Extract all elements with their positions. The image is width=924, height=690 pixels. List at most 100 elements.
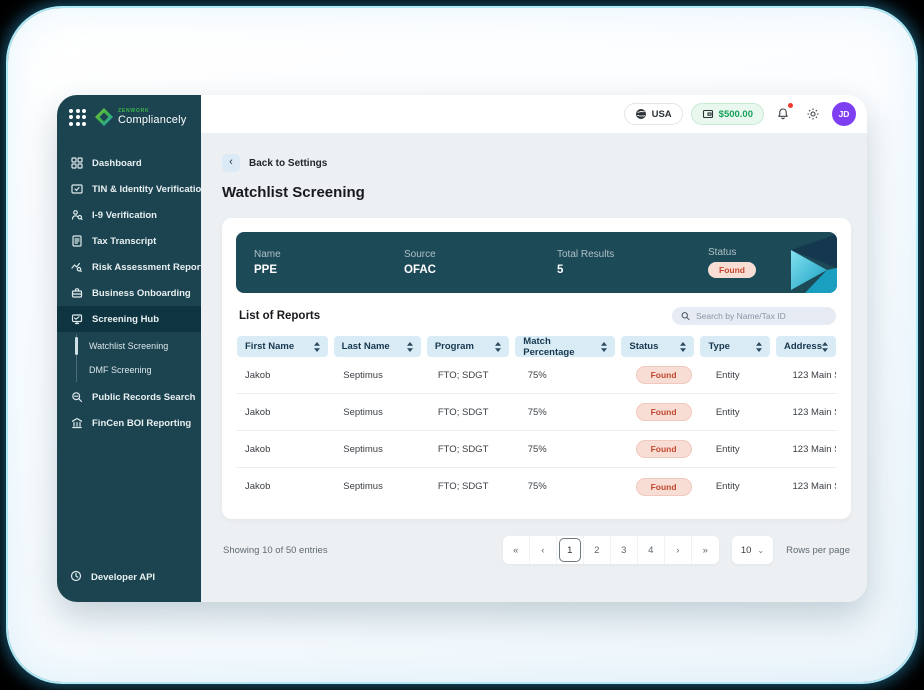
sidebar-item-public-records-search[interactable]: Public Records Search [57,384,201,410]
topbar: USA $500.00 JD [201,95,867,133]
notifications-button[interactable] [772,103,794,125]
rows-per-page-select[interactable]: 10 ⌄ [731,536,774,564]
pagination-page-1[interactable]: 1 [557,536,584,564]
sidebar-item-label: I-9 Verification [92,209,157,221]
page-title: Watchlist Screening [222,184,365,201]
tin-identity-icon [70,183,83,195]
summary-status: Status Found [708,247,756,278]
avatar-initials: JD [838,109,850,119]
cell-program: FTO; SDGT [437,406,489,418]
sidebar-item-business-onboarding[interactable]: Business Onboarding [57,280,201,306]
summary-source: Source OFAC [404,249,557,276]
list-header-row: List of Reports [239,307,836,325]
column-header-last-name[interactable]: Last Name [333,336,421,357]
sidebar-item-screening-hub[interactable]: Screening Hub [57,306,201,332]
cell-match: 75% [527,406,547,418]
cell-last-name: Septimus [343,481,383,492]
cell-last-name: Septimus [343,406,383,418]
sidebar-item-tin-identity[interactable]: TIN & Identity Verification [57,176,207,202]
table-row[interactable]: Jakob Septimus FTO; SDGT 75% Found Entit… [236,468,837,505]
sidebar-item-risk-assessment[interactable]: Risk Assessment Reports [57,254,209,280]
column-header-status[interactable]: Status [621,336,695,357]
sidebar-item-label: TIN & Identity Verification [92,183,208,195]
column-header-program[interactable]: Program [426,336,510,357]
sidebar-item-fincen-boi-reporting[interactable]: FinCen BOI Reporting [57,410,201,436]
list-title: List of Reports [239,310,321,322]
chevron-down-icon: ⌄ [757,545,765,555]
app-window: ZENWORK Compliancely Dashboard TIN & Ide… [57,95,867,602]
column-header-type[interactable]: Type [700,336,770,357]
pagination-page-3[interactable]: 3 [611,536,638,564]
table-row[interactable]: Jakob Septimus FTO; SDGT 75% Found Entit… [236,431,837,468]
cell-program: FTO; SDGT [437,481,489,492]
globe-icon [635,109,646,119]
pagination-prev-button[interactable]: ‹ [530,536,557,564]
notification-dot [788,103,793,108]
cell-program: FTO; SDGT [437,369,489,381]
pagination-page-4[interactable]: 4 [638,536,665,564]
public-records-search-icon [70,391,83,403]
summary-value: PPE [254,264,278,276]
cell-first-name: Jakob [245,369,271,381]
column-label: Type [708,341,730,352]
sort-icon [313,341,320,352]
sidebar-item-label: Screening Hub [92,313,160,325]
sidebar-spacer [57,436,201,560]
summary-value: OFAC [404,264,436,276]
pagination-first-button[interactable]: « [503,536,530,564]
sidebar-item-dashboard[interactable]: Dashboard [57,150,201,176]
country-label: USA [651,108,672,120]
table-row[interactable]: Jakob Septimus FTO; SDGT 75% Found Entit… [236,357,837,394]
back-label[interactable]: Back to Settings [249,157,328,169]
apps-grid-icon[interactable] [69,108,86,126]
brand-logo: ZENWORK Compliancely [95,108,186,126]
sidebar-item-label: FinCen BOI Reporting [92,417,192,429]
sort-icon [755,341,762,352]
column-header-match-percentage[interactable]: Match Percentage [515,336,616,358]
table-header: First Name Last Name Program Match Perce… [236,336,837,358]
table-row[interactable]: Jakob Septimus FTO; SDGT 75% Found Entit… [236,394,837,431]
dashboard-icon [70,157,83,169]
sidebar-item-label: Public Records Search [92,391,196,403]
country-selector[interactable]: USA [623,103,683,125]
sidebar-subitem-label: Watchlist Screening [89,341,169,351]
sidebar-item-label: Business Onboarding [92,287,191,299]
column-header-address[interactable]: Address [775,336,836,357]
back-button[interactable]: ‹ [222,154,240,172]
balance-amount: $500.00 [718,108,753,120]
sort-icon [495,341,502,352]
cell-match: 75% [527,369,547,381]
user-avatar[interactable]: JD [832,102,856,126]
wallet-balance[interactable]: $500.00 [690,103,764,125]
settings-button[interactable] [802,103,824,125]
search-box[interactable] [672,307,836,325]
sidebar: ZENWORK Compliancely Dashboard TIN & Ide… [57,95,209,602]
summary-label: Name [254,249,281,260]
status-badge: Found [708,262,756,278]
screening-hub-submenu: Watchlist Screening DMF Screening [75,334,201,382]
risk-assessment-icon [70,261,83,273]
gear-icon [807,108,819,120]
rows-per-page-label: Rows per page [786,544,850,556]
cell-address: 123 Main Street [792,481,837,492]
search-input[interactable] [695,311,827,321]
sidebar-subitem-watchlist-screening[interactable]: Watchlist Screening [75,334,201,358]
main-area: USA $500.00 JD ‹ Back to Settin [201,95,867,602]
wallet-icon [702,109,713,119]
column-header-first-name[interactable]: First Name [237,336,328,357]
sidebar-item-tax-transcript[interactable]: Tax Transcript [57,228,201,254]
sidebar-item-developer-api[interactable]: Developer API [57,560,201,594]
sidebar-item-i9-verification[interactable]: I-9 Verification [57,202,201,228]
summary-total-results: Total Results 5 [557,249,708,276]
rows-per-page-value: 10 [740,544,752,556]
developer-api-icon [70,570,82,585]
pagination-page-2[interactable]: 2 [584,536,611,564]
pagination-next-button[interactable]: › [665,536,692,564]
sidebar-item-label: Developer API [91,571,156,583]
column-label: First Name [245,341,295,352]
cell-type: Entity [715,406,740,418]
cell-address: 123 Main Street [792,406,837,418]
pagination-last-button[interactable]: » [702,544,708,556]
screening-hub-icon [70,313,83,325]
sidebar-subitem-dmf-screening[interactable]: DMF Screening [77,358,201,382]
